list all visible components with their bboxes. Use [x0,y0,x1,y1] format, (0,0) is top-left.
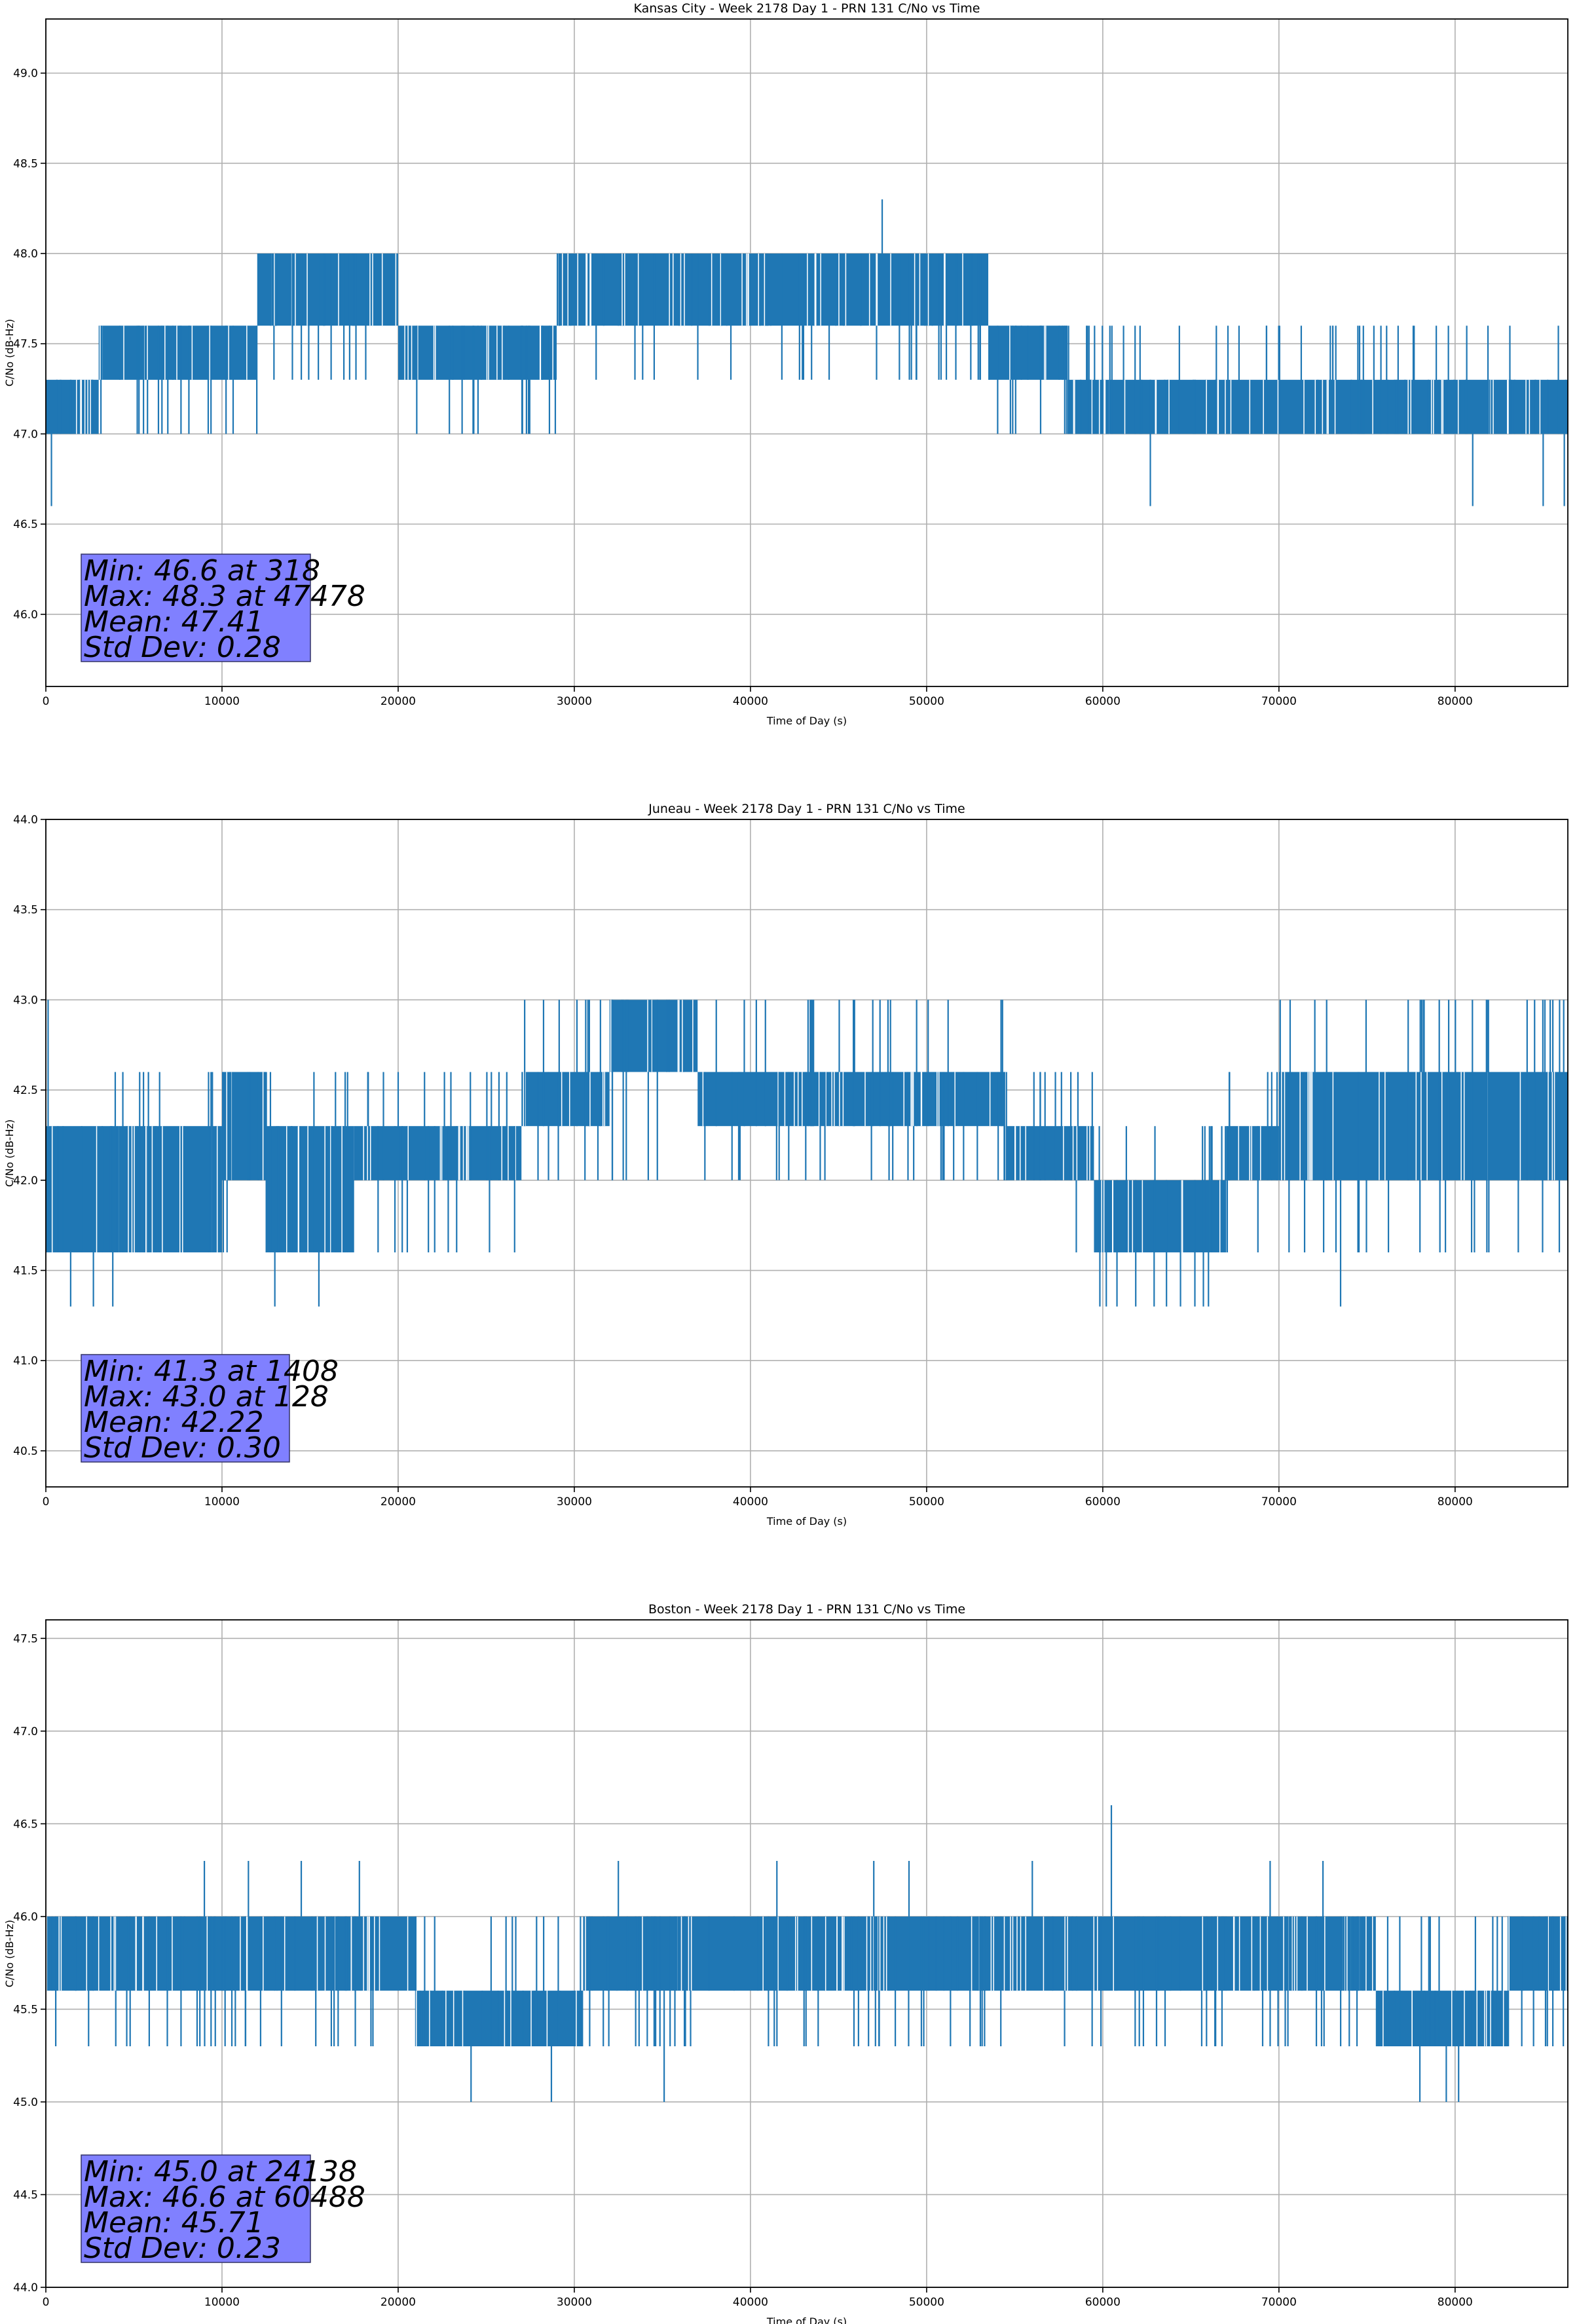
x-tick-label: 0 [43,1495,50,1509]
x-tick-label: 80000 [1438,695,1473,708]
data-band [266,1126,354,1252]
data-band [415,1991,584,2047]
y-tick-label: 43.0 [13,994,38,1007]
stats-line: Std Dev: 0.23 [84,2232,281,2265]
y-tick-label: 41.0 [13,1355,38,1368]
stats-line: Max: 43.0 at 128 [84,1380,329,1414]
stats-line: Std Dev: 0.30 [84,1431,281,1465]
y-tick-label: 46.5 [13,518,38,531]
x-tick-label: 40000 [733,695,768,708]
y-tick-label: 48.0 [13,248,38,261]
data-series [46,199,1568,506]
axes-frame [45,1619,1568,2288]
stats-line: Min: 46.6 at 318 [84,554,320,588]
x-tick-label: 20000 [380,1495,416,1509]
data-band [1508,1916,1568,1991]
x-tick-label: 10000 [204,695,240,708]
x-tick-label: 20000 [380,2296,416,2309]
y-tick-label: 40.5 [13,1445,38,1458]
chart-title: Boston - Week 2178 Day 1 - PRN 131 C/No … [648,1602,965,1617]
axes-frame [45,18,1568,687]
stats-line: Mean: 47.41 [84,605,264,639]
x-tick-label: 80000 [1438,1495,1473,1509]
chart-1: Juneau - Week 2178 Day 1 - PRN 131 C/No … [3,802,1568,1527]
x-tick-label: 0 [43,695,50,708]
stats-line: Mean: 42.22 [84,1406,264,1439]
x-axis-label: Time of Day (s) [766,2315,847,2324]
stats-line: Mean: 45.71 [84,2206,264,2240]
data-band [1226,1126,1279,1180]
data-series [46,1805,1568,2102]
axes-frame [45,819,1568,1488]
x-tick-label: 50000 [909,1495,944,1509]
y-tick-label: 44.5 [13,2188,38,2202]
x-tick-label: 10000 [204,2296,240,2309]
x-tick-label: 60000 [1085,2296,1121,2309]
chart-2: Boston - Week 2178 Day 1 - PRN 131 C/No … [3,1602,1568,2324]
x-tick-label: 0 [43,2296,50,2309]
stats-line: Std Dev: 0.28 [84,631,281,664]
y-tick-label: 46.5 [13,1818,38,1831]
y-tick-label: 46.0 [13,1911,38,1924]
x-tick-label: 70000 [1261,1495,1297,1509]
data-band [583,1916,1376,1991]
data-band [257,253,398,326]
data-series [46,1000,1568,1307]
y-tick-label: 47.5 [13,1632,38,1645]
x-tick-label: 20000 [380,695,416,708]
chart-title: Kansas City - Week 2178 Day 1 - PRN 131 … [634,1,980,16]
chart-title: Juneau - Week 2178 Day 1 - PRN 131 C/No … [648,802,965,816]
x-tick-label: 70000 [1261,695,1297,708]
stats-line: Min: 41.3 at 1408 [84,1355,339,1388]
stats-line: Max: 46.6 at 60488 [84,2181,365,2214]
x-tick-label: 50000 [909,2296,944,2309]
x-axis-label: Time of Day (s) [766,1515,847,1527]
y-tick-label: 42.5 [13,1084,38,1097]
x-tick-label: 80000 [1438,2296,1473,2309]
data-band [521,1072,610,1127]
y-tick-label: 46.0 [13,609,38,622]
x-tick-label: 50000 [909,695,944,708]
x-tick-label: 40000 [733,2296,768,2309]
data-band [1005,1126,1094,1180]
data-band [1094,1180,1227,1252]
y-axis-label: C/No (dB-Hz) [3,319,16,386]
x-tick-label: 30000 [557,1495,592,1509]
y-tick-label: 41.5 [13,1265,38,1278]
y-tick-label: 45.5 [13,2003,38,2016]
x-tick-label: 30000 [557,695,592,708]
x-tick-label: 30000 [557,2296,592,2309]
y-tick-label: 49.0 [13,67,38,81]
y-tick-label: 48.5 [13,157,38,170]
data-band [46,379,99,434]
data-band [354,1126,522,1180]
stats-box [81,1354,290,1463]
y-tick-label: 44.0 [13,2281,38,2295]
x-tick-label: 60000 [1085,695,1121,708]
y-tick-label: 42.0 [13,1174,38,1188]
y-tick-label: 47.0 [13,428,38,441]
y-tick-label: 45.0 [13,2096,38,2109]
y-tick-label: 44.0 [13,814,38,827]
x-tick-label: 70000 [1261,2296,1297,2309]
stats-line: Min: 45.0 at 24138 [84,2155,357,2188]
stats-box [81,553,311,662]
x-axis-label: Time of Day (s) [766,715,847,727]
stats-box [81,2154,311,2263]
x-tick-label: 40000 [733,1495,768,1509]
y-axis-label: C/No (dB-Hz) [3,1920,16,1987]
data-band [221,1072,267,1180]
data-band [98,326,257,380]
y-tick-label: 43.5 [13,904,38,917]
y-tick-label: 47.5 [13,338,38,351]
x-tick-label: 10000 [204,1495,240,1509]
y-axis-label: C/No (dB-Hz) [3,1119,16,1187]
y-tick-label: 47.0 [13,1725,38,1738]
chart-0: Kansas City - Week 2178 Day 1 - PRN 131 … [3,1,1568,727]
stats-line: Max: 48.3 at 47478 [84,580,365,613]
x-tick-label: 60000 [1085,1495,1121,1509]
